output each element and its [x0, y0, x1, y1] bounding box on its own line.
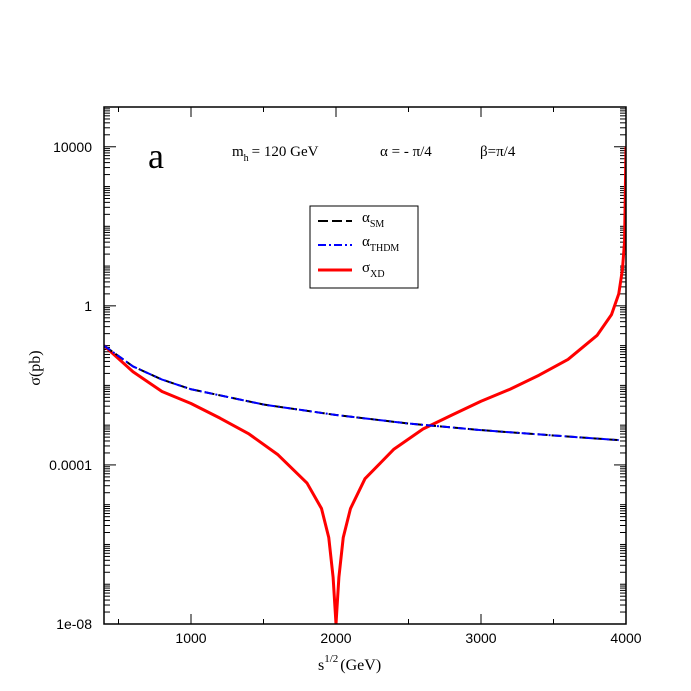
x-tick-label: 4000 [610, 630, 641, 646]
series-line-dash-dot [104, 344, 619, 442]
legend-box [309, 205, 419, 289]
x-tick-label: 3000 [465, 630, 496, 646]
beta-annotation: β=π/4 [480, 144, 516, 160]
x-axis-title: s1/2 (GeV) [318, 653, 381, 674]
y-tick-labels: 1e-08 0.0001 1 10000 [49, 139, 92, 632]
legend-entry-sm: αSM [318, 210, 384, 230]
legend-entry-thdm: αTHDM [318, 234, 399, 254]
y-axis-title: σ(pb) [27, 350, 44, 385]
alpha-annotation: α = - π/4 [380, 144, 432, 160]
series-line-solid [104, 146, 626, 624]
y-tick-label: 1 [84, 298, 92, 314]
legend-label-thdm: αTHDM [362, 234, 399, 254]
legend-label-sm: αSM [362, 210, 384, 230]
y-tick-label: 10000 [53, 139, 92, 155]
y-tick-label: 1e-08 [56, 616, 92, 632]
x-tick-label: 1000 [175, 630, 206, 646]
x-tick-labels: 1000 2000 3000 4000 [175, 630, 641, 646]
plot-frame [103, 106, 627, 625]
series-layer [104, 146, 626, 624]
legend-entry-xd: σXD [318, 260, 385, 280]
legend-label-xd: σXD [362, 260, 385, 280]
y-tick-label: 0.0001 [49, 457, 92, 473]
legend: αSM αTHDM σXD [309, 205, 419, 289]
mh-annotation: mh = 120 GeV [232, 144, 319, 164]
panel-label: a [148, 136, 164, 176]
x-tick-label: 2000 [320, 630, 351, 646]
